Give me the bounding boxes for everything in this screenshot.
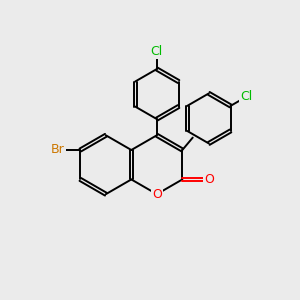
Text: O: O [204, 173, 214, 186]
Text: O: O [152, 188, 162, 201]
Text: Cl: Cl [151, 45, 163, 58]
Text: Br: Br [51, 143, 64, 157]
Text: Cl: Cl [240, 90, 252, 103]
